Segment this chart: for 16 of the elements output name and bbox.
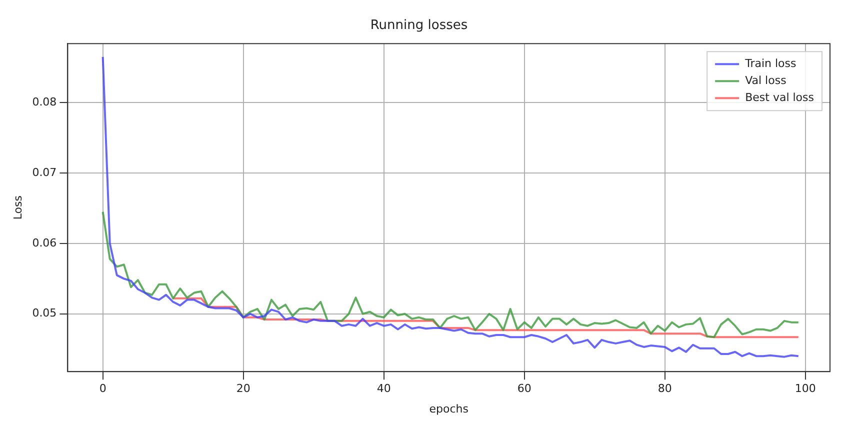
legend-label: Train loss xyxy=(744,56,796,70)
y-tick-label: 0.07 xyxy=(32,166,57,179)
x-tick-label: 80 xyxy=(658,382,672,396)
y-tick-label: 0.05 xyxy=(32,306,57,320)
y-tick-label: 0.06 xyxy=(32,236,57,250)
y-axis-title: Loss xyxy=(11,195,24,220)
legend-label: Val loss xyxy=(745,74,787,87)
x-tick-label: 100 xyxy=(794,382,816,396)
x-axis-title: epochs xyxy=(429,402,469,416)
x-tick-label: 40 xyxy=(376,382,391,396)
y-tick-label: 0.08 xyxy=(32,96,57,109)
x-tick-label: 0 xyxy=(99,382,106,396)
chart-title: Running losses xyxy=(370,18,468,34)
x-tick-label: 60 xyxy=(517,382,532,396)
legend-label: Best val loss xyxy=(745,90,814,104)
x-tick-label: 20 xyxy=(236,382,250,396)
